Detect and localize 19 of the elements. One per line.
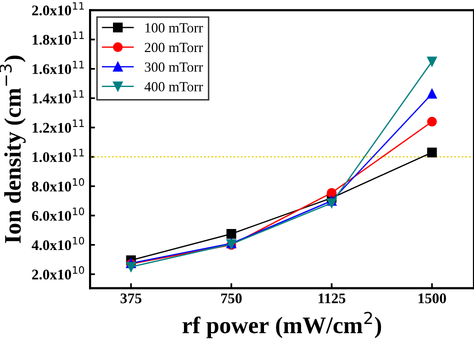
legend-label: 200 mTorr xyxy=(144,42,203,52)
y-tick-label: 6.0x10$^{10}$ xyxy=(32,207,84,221)
x-tick-label: 1500 xyxy=(418,293,446,304)
x-tick-label: 1125 xyxy=(318,293,346,304)
y-tick-label: 1.6x10$^{11}$ xyxy=(32,60,84,74)
y-tick-label: 2.0x10$^{10}$ xyxy=(32,266,84,280)
legend-label: 400 mTorr xyxy=(144,82,203,92)
y-tick-label: 1.4x10$^{11}$ xyxy=(32,90,84,104)
y-tick-label: 8.0x10$^{10}$ xyxy=(32,178,84,192)
y-tick-label: 1.2x10$^{11}$ xyxy=(32,120,84,133)
x-tick-label: 375 xyxy=(120,293,142,304)
legend-label: 300 mTorr xyxy=(144,62,203,72)
x-axis-title: rf power (mW/cm$^{2}$) xyxy=(182,312,382,338)
legend-label: 100 mTorr xyxy=(145,23,203,33)
y-tick-label: 1.8x10$^{11}$ xyxy=(32,32,84,45)
y-tick-label: 1.0x10$^{11}$ xyxy=(32,148,84,162)
y-tick-label: 4.0x10$^{10}$ xyxy=(32,236,84,250)
x-tick-label: 750 xyxy=(221,293,242,304)
y-tick-label: 2.0x10$^{11}$ xyxy=(32,2,84,16)
